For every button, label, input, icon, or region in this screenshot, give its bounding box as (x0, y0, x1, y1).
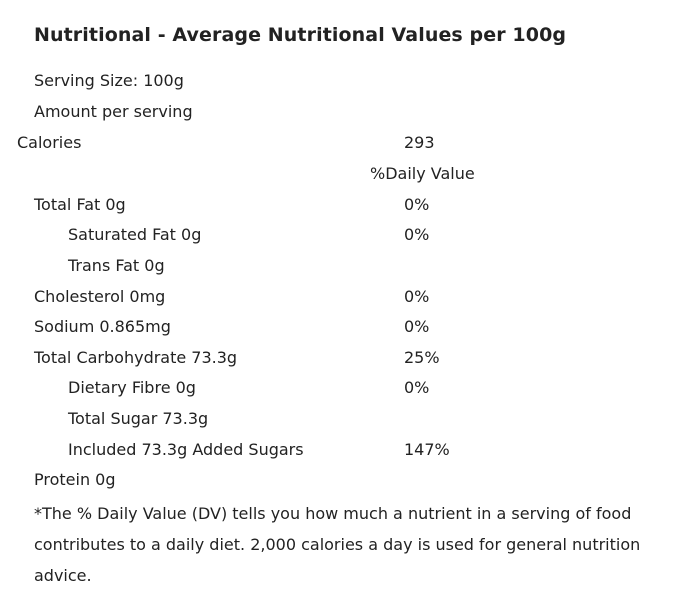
nutrient-row-protein: Protein 0g (0, 470, 699, 494)
nutrient-label: Protein 0g (34, 470, 116, 489)
serving-size: Serving Size: 100g (34, 71, 184, 90)
nutrient-row-total-sugar: Total Sugar 73.3g (0, 409, 699, 433)
nutrient-row-sodium: Sodium 0.865mg 0% (0, 317, 699, 341)
nutrient-row-added-sugars: Included 73.3g Added Sugars 147% (0, 440, 699, 464)
nutrient-label: Trans Fat 0g (68, 256, 165, 275)
nutrient-label: Saturated Fat 0g (68, 225, 202, 244)
nutrient-label: Dietary Fibre 0g (68, 378, 196, 397)
nutrient-row-dietary-fibre: Dietary Fibre 0g 0% (0, 378, 699, 402)
nutrient-daily-value: 0% (404, 225, 430, 244)
nutrient-row-trans-fat: Trans Fat 0g (0, 256, 699, 280)
nutrient-label: Total Fat 0g (34, 195, 126, 214)
nutrient-label: Included 73.3g Added Sugars (68, 440, 304, 459)
calories-row: Calories 293 (0, 133, 699, 157)
nutrient-label: Total Sugar 73.3g (68, 409, 209, 428)
nutrient-row-total-carbohydrate: Total Carbohydrate 73.3g 25% (0, 348, 699, 372)
nutrient-label: Total Carbohydrate 73.3g (34, 348, 238, 367)
daily-value-footnote: *The % Daily Value (DV) tells you how mu… (34, 504, 641, 585)
nutrient-daily-value: 25% (404, 348, 440, 367)
calories-label: Calories (17, 133, 82, 152)
nutrient-daily-value: 0% (404, 287, 430, 306)
amount-per-serving: Amount per serving (34, 102, 193, 121)
nutrient-row-total-fat: Total Fat 0g 0% (0, 195, 699, 219)
nutrition-title: Nutritional - Average Nutritional Values… (34, 24, 567, 46)
nutrient-label: Cholesterol 0mg (34, 287, 166, 306)
nutrient-daily-value: 0% (404, 317, 430, 336)
daily-value-header: %Daily Value (370, 164, 475, 183)
nutrient-row-saturated-fat: Saturated Fat 0g 0% (0, 225, 699, 249)
nutrient-daily-value: 0% (404, 195, 430, 214)
nutrient-daily-value: 147% (404, 440, 450, 459)
nutrient-row-cholesterol: Cholesterol 0mg 0% (0, 287, 699, 311)
nutrient-label: Sodium 0.865mg (34, 317, 171, 336)
nutrient-daily-value: 0% (404, 378, 430, 397)
calories-value: 293 (404, 133, 435, 152)
